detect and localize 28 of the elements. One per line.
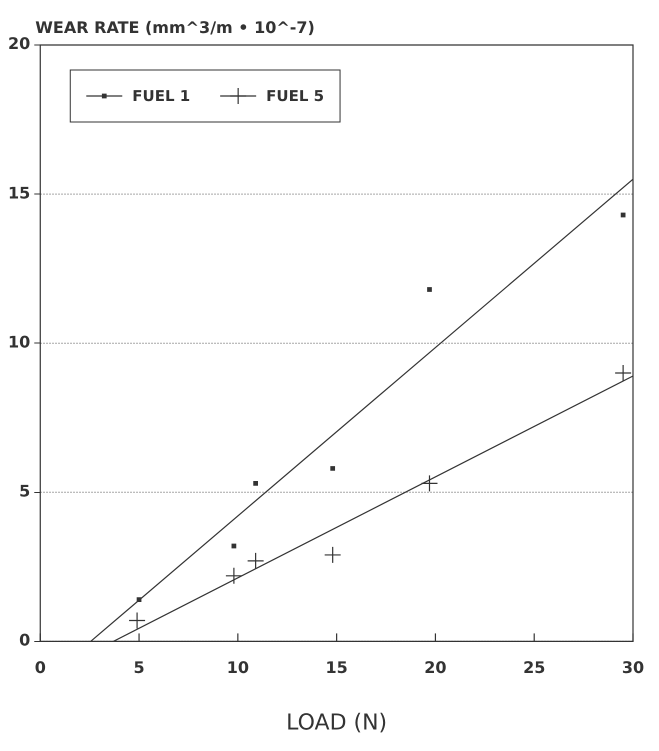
x-tick-label: 0 [34, 658, 46, 678]
x-tick-label: 20 [424, 658, 447, 678]
point [420, 474, 438, 492]
point [324, 546, 342, 564]
point [247, 552, 264, 570]
x-tick-label: 25 [523, 658, 546, 678]
point [253, 480, 258, 486]
point [136, 597, 142, 602]
x-tick-label: 10 [226, 658, 249, 678]
point [232, 544, 236, 548]
x-tick-label: 30 [622, 658, 644, 678]
y-tick-label: 0 [19, 630, 30, 650]
x-axis-title: LOAD (N) [286, 710, 388, 736]
y-axis-title: WEAR RATE (mm^3/m • 10^-7) [35, 18, 315, 38]
point [225, 567, 242, 584]
x-tick-label: 15 [326, 658, 348, 678]
point [427, 287, 432, 292]
legend-label: FUEL 1 [132, 86, 190, 105]
x-tick-label: 5 [133, 658, 145, 678]
y-tick-label: 20 [8, 34, 30, 54]
point [620, 212, 626, 218]
y-tick-label: 15 [8, 183, 30, 202]
point [614, 364, 632, 382]
y-tick-label: 10 [8, 332, 30, 352]
y-tick-label: 5 [19, 481, 30, 500]
point [128, 612, 146, 630]
point [330, 466, 336, 471]
legend-label: FUEL 5 [266, 86, 324, 105]
